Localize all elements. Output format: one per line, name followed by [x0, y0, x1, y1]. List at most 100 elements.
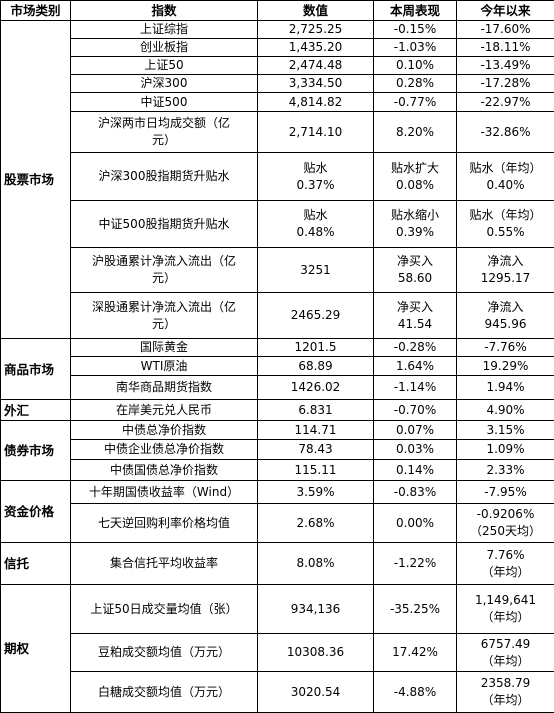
ytd-change: 1,149,641 （年均） [457, 585, 554, 634]
ytd-change: 19.29% [457, 357, 554, 376]
weekly-change: 0.03% [374, 440, 457, 460]
category-cell: 债券市场 [1, 421, 71, 481]
value: 78.43 [258, 440, 374, 460]
ytd-change: -0.9206% （250天均） [457, 504, 554, 543]
value: 6.831 [258, 400, 374, 421]
weekly-change: -35.25% [374, 585, 457, 634]
value: 8.08% [258, 543, 374, 585]
weekly-change: -0.70% [374, 400, 457, 421]
weekly-change: -4.88% [374, 672, 457, 713]
weekly-change: 1.64% [374, 357, 457, 376]
header-row: 市场类别指数数值本周表现今年以来 [1, 1, 554, 21]
ytd-change: -17.28% [457, 75, 554, 93]
weekly-change: 净买入 41.54 [374, 293, 457, 339]
value: 68.89 [258, 357, 374, 376]
category-cell: 商品市场 [1, 339, 71, 400]
weekly-change: -1.22% [374, 543, 457, 585]
index-name: 中证500股指期货升贴水 [71, 201, 258, 248]
ytd-change: 净流入 1295.17 [457, 248, 554, 293]
weekly-change: -0.15% [374, 21, 457, 39]
weekly-change: 0.10% [374, 57, 457, 75]
value: 1426.02 [258, 376, 374, 400]
category-cell: 期权 [1, 585, 71, 713]
ytd-change: -22.97% [457, 93, 554, 112]
index-name: 十年期国债收益率（Wind） [71, 481, 258, 504]
ytd-change: 2.33% [457, 460, 554, 481]
value: 2.68% [258, 504, 374, 543]
weekly-change: 17.42% [374, 634, 457, 672]
ytd-change: -32.86% [457, 112, 554, 153]
ytd-change: 贴水（年均） 0.40% [457, 153, 554, 201]
value: 10308.36 [258, 634, 374, 672]
value: 1,435.20 [258, 39, 374, 57]
ytd-change: -13.49% [457, 57, 554, 75]
weekly-change: 8.20% [374, 112, 457, 153]
weekly-change: -0.77% [374, 93, 457, 112]
table-row: 中证500股指期货升贴水贴水 0.48%贴水缩小 0.39%贴水（年均） 0.5… [1, 201, 554, 248]
ytd-change: -18.11% [457, 39, 554, 57]
value: 3251 [258, 248, 374, 293]
value: 贴水 0.48% [258, 201, 374, 248]
index-name: 国际黄金 [71, 339, 258, 357]
weekly-change: -1.03% [374, 39, 457, 57]
table-row: 期权上证50日成交量均值（张）934,136-35.25%1,149,641 （… [1, 585, 554, 634]
index-name: 沪深300 [71, 75, 258, 93]
index-name: 南华商品期货指数 [71, 376, 258, 400]
value: 1201.5 [258, 339, 374, 357]
index-name: 白糖成交额均值（万元） [71, 672, 258, 713]
index-name: WTI原油 [71, 357, 258, 376]
weekly-change: 0.14% [374, 460, 457, 481]
header-cell: 数值 [258, 1, 374, 21]
ytd-change: 7.76% （年均） [457, 543, 554, 585]
value: 2,714.10 [258, 112, 374, 153]
ytd-change: -7.76% [457, 339, 554, 357]
ytd-change: -17.60% [457, 21, 554, 39]
ytd-change: 2358.79 （年均） [457, 672, 554, 713]
index-name: 中证500 [71, 93, 258, 112]
value: 2465.29 [258, 293, 374, 339]
ytd-change: 6757.49 （年均） [457, 634, 554, 672]
value: 3.59% [258, 481, 374, 504]
weekly-change: 0.00% [374, 504, 457, 543]
ytd-change: 3.15% [457, 421, 554, 440]
index-name: 沪深两市日均成交额（亿 元） [71, 112, 258, 153]
value: 114.71 [258, 421, 374, 440]
table-row: 白糖成交额均值（万元）3020.54-4.88%2358.79 （年均） [1, 672, 554, 713]
header-cell: 今年以来 [457, 1, 554, 21]
weekly-change: -0.83% [374, 481, 457, 504]
index-name: 创业板指 [71, 39, 258, 57]
ytd-change: 净流入 945.96 [457, 293, 554, 339]
value: 934,136 [258, 585, 374, 634]
header-cell: 本周表现 [374, 1, 457, 21]
ytd-change: 4.90% [457, 400, 554, 421]
index-name: 集合信托平均收益率 [71, 543, 258, 585]
value: 3,334.50 [258, 75, 374, 93]
index-name: 中债企业债总净价指数 [71, 440, 258, 460]
index-name: 豆粕成交额均值（万元） [71, 634, 258, 672]
ytd-change: 贴水（年均） 0.55% [457, 201, 554, 248]
category-cell: 资金价格 [1, 481, 71, 543]
value: 贴水 0.37% [258, 153, 374, 201]
index-name: 七天逆回购利率价格均值 [71, 504, 258, 543]
index-name: 上证综指 [71, 21, 258, 39]
weekly-change: 0.07% [374, 421, 457, 440]
index-name: 深股通累计净流入流出（亿 元） [71, 293, 258, 339]
